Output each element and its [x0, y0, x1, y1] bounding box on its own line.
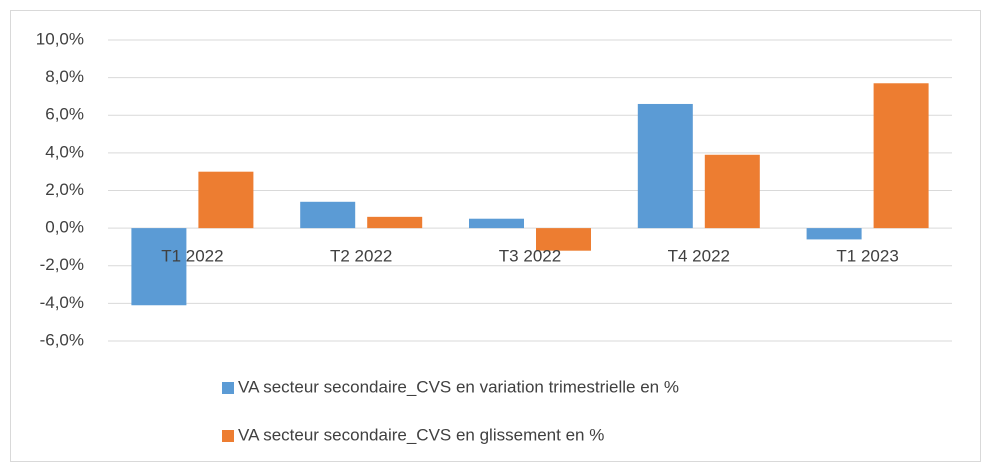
bar — [873, 83, 929, 229]
legend-label: VA secteur secondaire_CVS en glissement … — [238, 425, 604, 444]
bar — [469, 218, 524, 229]
x-tick-label: T2 2022 — [330, 247, 392, 266]
x-tick-label: T3 2022 — [499, 247, 561, 266]
y-tick-label: 6,0% — [45, 105, 84, 124]
legend-label: VA secteur secondaire_CVS en variation t… — [238, 377, 679, 396]
legend-swatch — [222, 430, 234, 442]
y-tick-label: 0,0% — [45, 218, 84, 237]
bar — [637, 103, 693, 229]
y-tick-label: 4,0% — [45, 142, 84, 161]
y-tick-label: 2,0% — [45, 180, 84, 199]
y-tick-label: 10,0% — [36, 29, 84, 48]
y-tick-label: 8,0% — [45, 67, 84, 86]
y-tick-label: -6,0% — [40, 330, 84, 349]
y-tick-label: -2,0% — [40, 255, 84, 274]
bar — [198, 171, 254, 229]
bar — [367, 216, 423, 229]
bar — [806, 228, 862, 240]
bar — [300, 201, 356, 229]
bar — [536, 228, 591, 251]
x-tick-label: T1 2022 — [161, 247, 223, 266]
bar — [704, 154, 760, 229]
bar — [131, 228, 187, 306]
x-tick-label: T1 2023 — [836, 247, 898, 266]
x-tick-label: T4 2022 — [668, 247, 730, 266]
y-tick-label: -4,0% — [40, 293, 84, 312]
legend-swatch — [222, 382, 234, 394]
